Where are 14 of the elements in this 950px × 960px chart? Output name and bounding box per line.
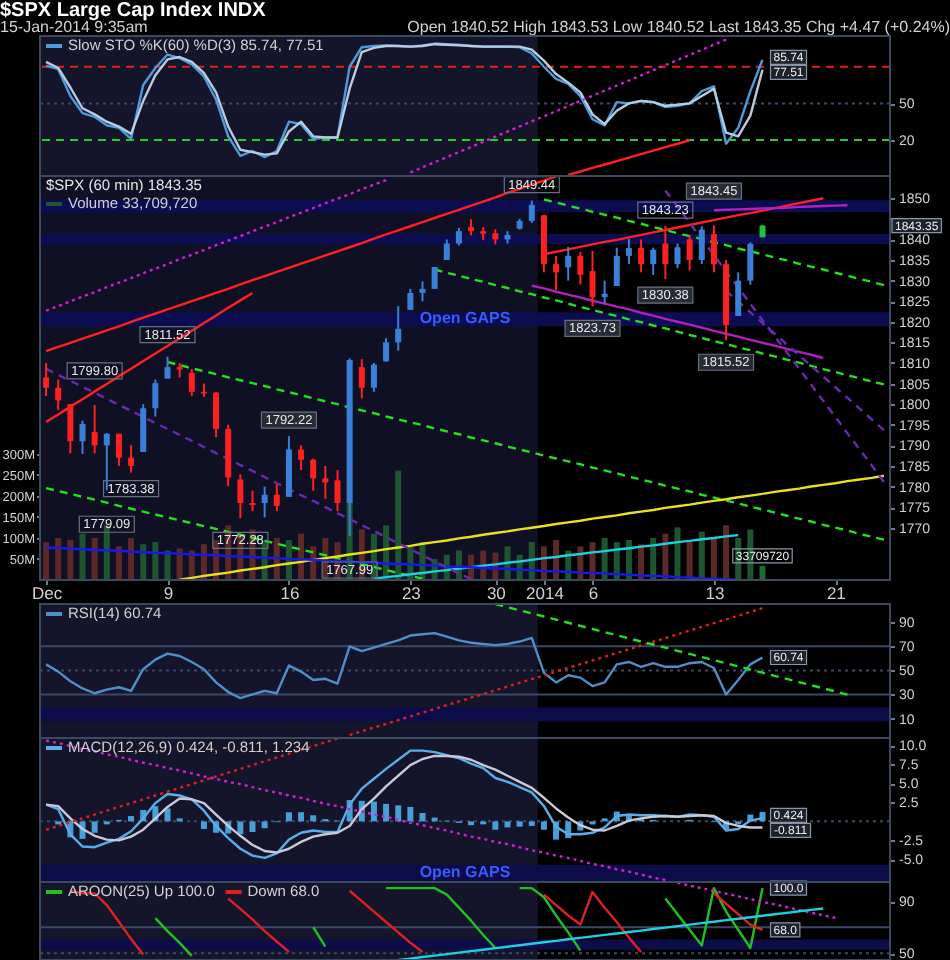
x-tick-label: Dec bbox=[31, 583, 64, 603]
x-tick-label: 21 bbox=[826, 583, 847, 603]
x-tick-label: 30 bbox=[486, 583, 507, 603]
x-tick-label: 23 bbox=[401, 583, 422, 603]
text: Open 1840.52 High 1843.53 Low 1840.52 Last 1843.35 Chg +4.47 (+0.24%) bbox=[407, 18, 950, 36]
x-tick-label: 2014 bbox=[526, 583, 565, 603]
x-tick-label: 6 bbox=[588, 583, 599, 603]
chart-title: $SPX Large Cap Index INDX bbox=[0, 0, 267, 22]
x-tick-label: 9 bbox=[163, 583, 174, 603]
band-label: Open GAPS bbox=[419, 309, 512, 328]
band-label: Open GAPS bbox=[419, 863, 512, 882]
x-tick-label: 16 bbox=[280, 583, 300, 603]
x-tick-label: 13 bbox=[705, 583, 725, 603]
chart-subtitle: 15-Jan-2014 9:35am bbox=[0, 18, 149, 36]
